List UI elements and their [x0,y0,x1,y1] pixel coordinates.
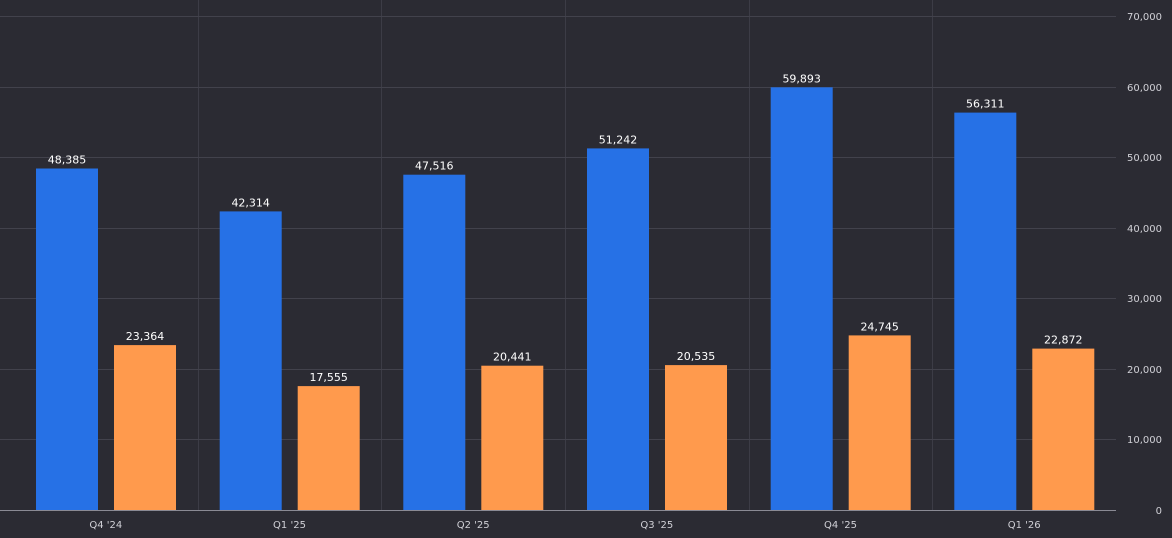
bar [297,386,360,510]
bar [954,112,1017,510]
bar-value-label: 22,872 [1044,334,1083,347]
bar [665,365,727,510]
y-tick-label: 20,000 [1127,365,1162,376]
bar-value-label: 23,364 [126,330,165,343]
bar-value-label: 17,555 [309,371,348,384]
x-tick-label: Q3 '25 [640,520,673,531]
bar [1032,348,1095,510]
bar-value-label: 48,385 [48,154,87,167]
bar-value-label: 47,516 [415,160,454,173]
x-tick-label: Q1 '25 [273,520,306,531]
value-labels: 48,385 23,364 42,314 17,555 47,516 20,441 51,2… [48,72,1083,384]
x-tick-label: Q4 '24 [89,520,122,531]
x-tick-label: Q4 '25 [824,520,857,531]
bar-value-label: 24,745 [860,320,899,333]
y-tick-label: 40,000 [1127,224,1162,235]
bar-value-label: 56,311 [966,98,1005,111]
y-tick-label: 30,000 [1127,294,1162,305]
x-axis-tick-labels: Q4 '24 Q1 '25 Q2 '25 Q3 '25 Q4 '25 Q1 '26 [89,520,1040,531]
x-tick-label: Q2 '25 [457,520,490,531]
bar [403,174,466,510]
y-tick-label: 50,000 [1127,153,1162,164]
bar-value-label: 20,535 [677,350,716,363]
bar [587,148,649,510]
y-tick-label: 10,000 [1127,435,1162,446]
bar-value-label: 51,242 [599,133,638,146]
y-tick-label: 0 [1156,506,1162,517]
bar [481,365,544,510]
horizontal-gridlines [0,16,1116,440]
y-tick-label: 60,000 [1127,83,1162,94]
y-axis-tick-labels: 0 10,000 20,000 30,000 40,000 50,000 60,000 70,… [1127,12,1162,517]
bar [219,211,282,510]
x-tick-label: Q1 '26 [1008,520,1041,531]
y-tick-label: 70,000 [1127,12,1162,23]
bar [36,168,98,510]
bar [114,345,176,510]
bar-value-label: 59,893 [782,72,821,85]
bar [770,87,833,511]
bar [848,335,911,510]
vertical-gridlines [198,0,933,510]
bar-value-label: 42,314 [231,196,270,209]
bars [36,87,1095,511]
bar-value-label: 20,441 [493,351,532,364]
